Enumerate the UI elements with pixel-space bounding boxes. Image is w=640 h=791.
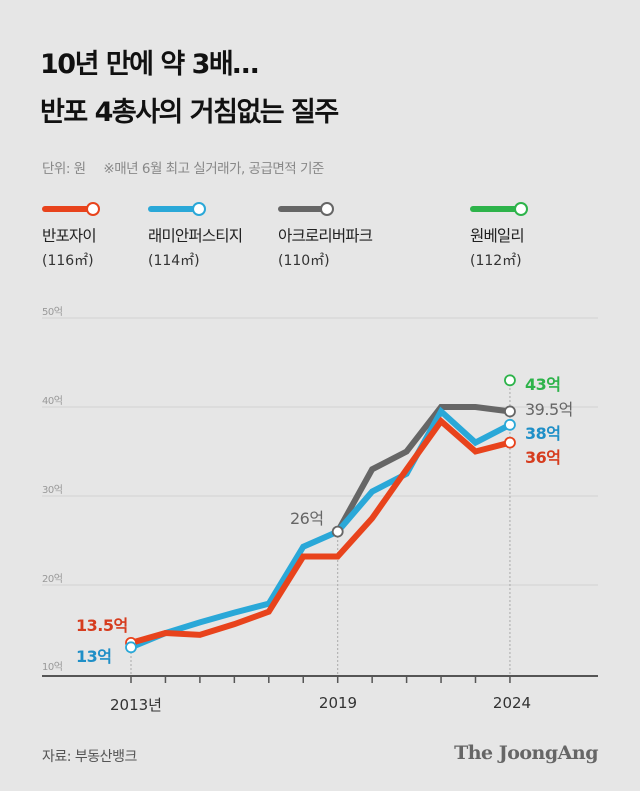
label-acro-2019: 26억 xyxy=(290,509,324,528)
title-line-1: 10년 만에 약 3배… xyxy=(40,49,259,80)
legend-area: (116㎡) xyxy=(42,253,94,269)
legend-name: 원베일리 xyxy=(470,227,525,245)
label-raemian-2024: 38억 xyxy=(525,424,561,443)
note-label: ※매년 6월 최고 실거래가, 공급면적 기준 xyxy=(103,161,324,177)
legend-swatch xyxy=(470,202,528,216)
data-point-1-2024 xyxy=(504,418,516,431)
label-raemian-2013: 13억 xyxy=(76,647,112,666)
x-tick-2024: 2024 xyxy=(492,694,532,712)
data-point-1-2013 xyxy=(125,641,137,654)
label-acro-2024: 39.5억 xyxy=(525,400,573,419)
legend-name: 아크로리버파크 xyxy=(278,227,373,245)
series-line-1 xyxy=(129,406,512,651)
x-tick-2019: 2019 xyxy=(318,694,358,712)
data-point-2-2024 xyxy=(504,405,516,418)
legend-area: (110㎡) xyxy=(278,253,330,269)
legend-name: 반포자이 xyxy=(42,227,97,245)
label-one-bailey-2024: 43억 xyxy=(525,375,561,394)
data-point-0-2024 xyxy=(504,436,516,449)
unit-label: 단위: 원 xyxy=(42,161,86,177)
x-tick-2013: 2013년 xyxy=(110,696,162,714)
label-banpo-xi-2024: 36억 xyxy=(525,448,561,467)
series-line-0 xyxy=(130,416,511,646)
legend-swatch xyxy=(278,202,334,216)
legend-item-one-bailey: 원베일리 (112㎡) xyxy=(470,202,528,270)
source-label: 자료: 부동산뱅크 xyxy=(42,749,137,765)
label-banpo-xi-2013: 13.5억 xyxy=(76,616,128,635)
series-line-2 xyxy=(335,404,511,534)
legend-item-raemian-firstige: 래미안퍼스티지 (114㎡) xyxy=(148,202,243,270)
y-tick-50: 50억 xyxy=(42,307,63,318)
y-tick-10: 10억 xyxy=(42,662,63,673)
y-tick-20: 20억 xyxy=(42,574,63,585)
legend-name: 래미안퍼스티지 xyxy=(148,227,243,245)
y-tick-40: 40억 xyxy=(42,396,63,407)
publisher-logo: The JoongAng xyxy=(454,742,598,764)
y-tick-30: 30억 xyxy=(42,485,63,496)
legend-item-acro-river-park: 아크로리버파크 (110㎡) xyxy=(278,202,373,270)
legend-item-banpo-xi: 반포자이 (116㎡) xyxy=(42,202,100,270)
data-point-3-2024 xyxy=(504,374,516,387)
subtitle: 단위: 원 ※매년 6월 최고 실거래가, 공급면적 기준 xyxy=(42,157,338,177)
legend-area: (114㎡) xyxy=(148,253,200,269)
data-point-2-2019 xyxy=(331,525,344,538)
legend-swatch xyxy=(148,202,206,216)
legend-area: (112㎡) xyxy=(470,253,522,269)
legend-swatch xyxy=(42,202,100,216)
title-line-2: 반포 4총사의 거침없는 질주 xyxy=(40,97,339,128)
